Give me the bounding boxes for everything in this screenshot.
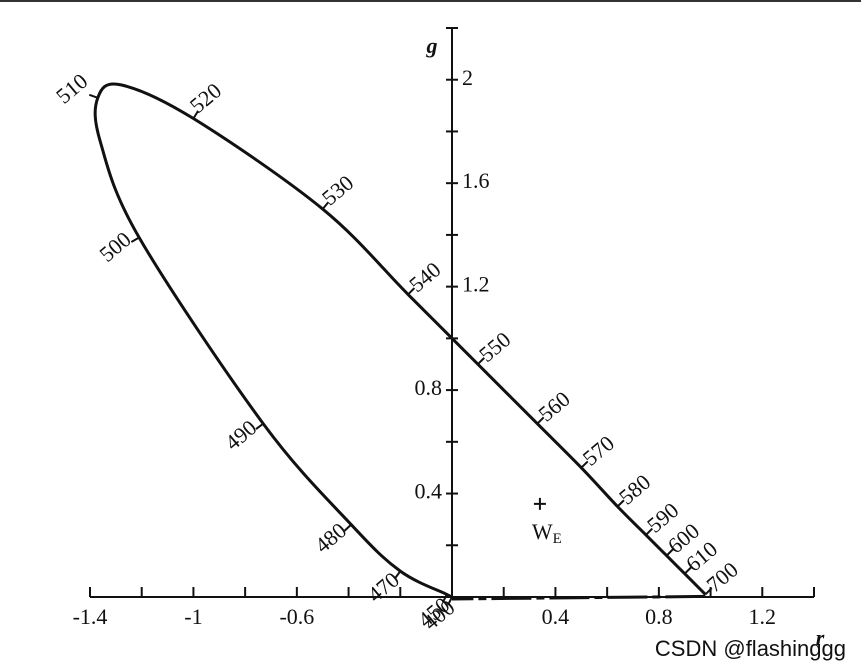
wavelength-tick	[536, 416, 545, 425]
y-tick-label: 0.4	[415, 479, 443, 504]
wavelength-tick	[447, 596, 453, 606]
x-tick-label: -0.6	[279, 604, 314, 629]
wavelength-tick	[255, 422, 264, 430]
white-point-subscript: E	[553, 531, 562, 547]
x-axis-label: r	[816, 625, 825, 650]
y-axis-label: g	[426, 33, 438, 58]
y-tick-label: 2	[462, 65, 473, 90]
x-tick-label: 1.2	[749, 604, 777, 629]
wavelength-tick	[477, 357, 485, 365]
x-tick-label: -1	[184, 604, 202, 629]
wavelength-tick	[580, 460, 589, 469]
wavelength-tick	[394, 570, 402, 579]
white-point-label: WE	[532, 519, 562, 547]
purple-line	[451, 594, 706, 601]
spectral-locus	[93, 82, 707, 599]
y-tick-label: 1.2	[462, 272, 490, 297]
wavelength-tick	[407, 287, 416, 296]
wavelength-tick	[88, 93, 99, 99]
wavelength-tick	[441, 593, 448, 603]
x-tick-label: 0.4	[542, 604, 570, 629]
y-tick-label: 0.8	[415, 375, 443, 400]
wavelength-tick	[130, 236, 140, 243]
wavelength-tick	[704, 587, 713, 596]
y-tick-label: 1.6	[462, 168, 490, 193]
wavelength-tick	[616, 499, 625, 508]
white-point-name: W	[532, 519, 553, 544]
x-tick-label: 0.8	[645, 604, 673, 629]
wavelength-tick	[192, 110, 199, 120]
wavelength-tick	[684, 566, 692, 575]
watermark: CSDN @flashinggg	[655, 636, 846, 661]
wavelength-tick	[321, 201, 330, 210]
x-tick-label: -1.4	[73, 604, 108, 629]
wavelength-tick	[645, 527, 654, 536]
white-point-marker	[533, 497, 546, 510]
wavelength-tick	[343, 523, 352, 532]
wavelength-tick	[665, 548, 674, 557]
